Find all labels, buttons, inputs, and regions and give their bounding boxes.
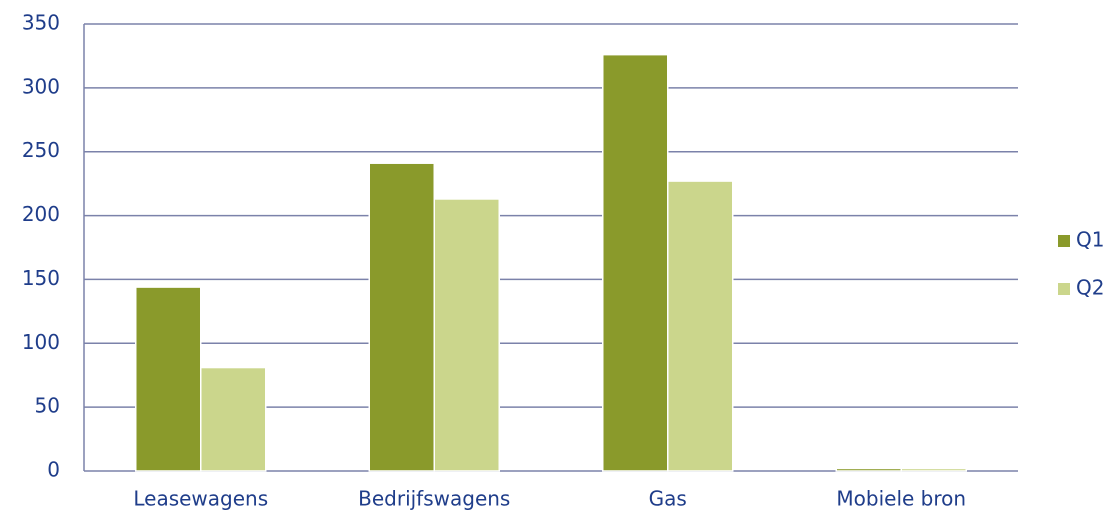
- x-tick-label: Mobiele bron: [836, 487, 966, 511]
- bar: [667, 180, 734, 472]
- bar: [433, 198, 500, 472]
- y-tick-label: 0: [47, 458, 60, 482]
- bar: [835, 467, 902, 472]
- bar: [368, 162, 435, 472]
- y-tick-label: 50: [35, 394, 60, 418]
- y-tick-label: 200: [22, 202, 60, 226]
- legend-swatch: [1058, 283, 1070, 295]
- bar: [602, 53, 669, 472]
- y-tick-label: 250: [22, 138, 60, 162]
- legend-label: Q1: [1076, 228, 1104, 252]
- bar: [900, 467, 967, 472]
- bar: [200, 366, 267, 472]
- bar: [135, 286, 202, 472]
- y-tick-label: 350: [22, 11, 60, 35]
- x-tick-label: Bedrijfswagens: [358, 487, 510, 511]
- y-tick-label: 100: [22, 330, 60, 354]
- legend-label: Q2: [1076, 276, 1104, 300]
- y-tick-label: 300: [22, 74, 60, 98]
- x-tick-label: Leasewagens: [133, 487, 268, 511]
- y-tick-label: 150: [22, 266, 60, 290]
- x-tick-label: Gas: [649, 487, 687, 511]
- legend-swatch: [1058, 235, 1070, 247]
